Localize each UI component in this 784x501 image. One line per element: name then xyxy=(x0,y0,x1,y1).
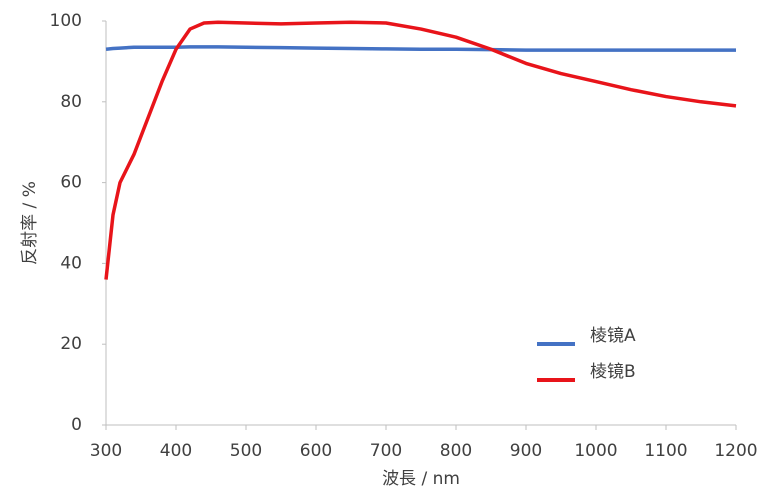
y-tick-label: 0 xyxy=(71,415,82,435)
legend-label: 棱镜A xyxy=(590,326,636,346)
y-tick-label: 20 xyxy=(60,334,82,354)
x-tick-label: 300 xyxy=(90,441,122,461)
y-tick-label: 100 xyxy=(50,11,82,31)
x-tick-label: 700 xyxy=(370,441,402,461)
x-tick-label: 900 xyxy=(510,441,542,461)
x-axis-label: 波長 / nm xyxy=(382,469,460,489)
y-tick-label: 80 xyxy=(60,92,82,112)
x-tick-label: 800 xyxy=(440,441,472,461)
x-tick-label: 500 xyxy=(230,441,262,461)
legend-label: 棱镜B xyxy=(590,362,636,382)
series-line xyxy=(104,20,737,280)
x-tick-label: 1000 xyxy=(574,441,617,461)
x-tick-label: 600 xyxy=(300,441,332,461)
x-tick-label: 1100 xyxy=(644,441,687,461)
y-axis-label: 反射率 / % xyxy=(20,181,40,265)
series-line xyxy=(105,45,736,52)
x-tick-label: 400 xyxy=(160,441,192,461)
y-tick-label: 40 xyxy=(60,253,82,273)
x-tick-label: 1200 xyxy=(714,441,757,461)
y-tick-label: 60 xyxy=(60,173,82,193)
